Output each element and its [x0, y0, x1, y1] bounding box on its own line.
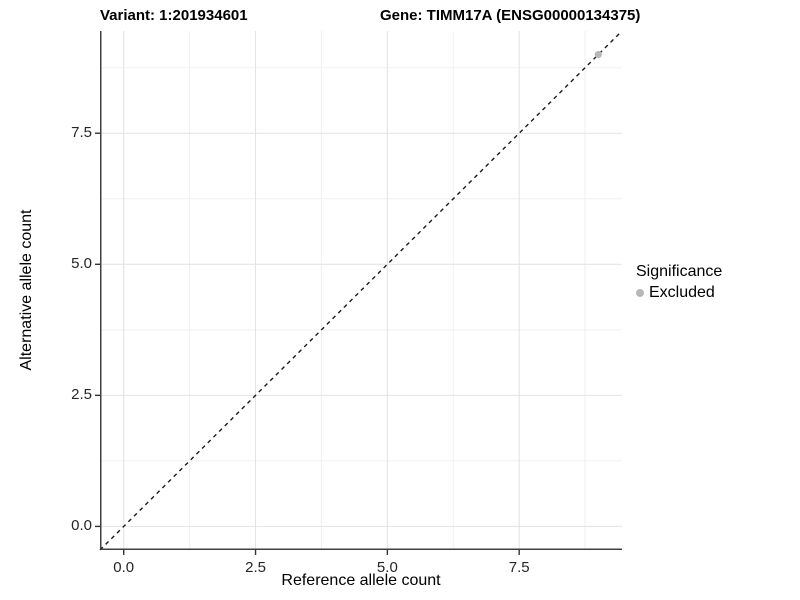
y-tick-label: 7.5 [71, 124, 92, 142]
y-tick-label: 5.0 [71, 255, 92, 273]
identity-reference-line [99, 31, 622, 551]
x-tick-label: 5.0 [376, 559, 398, 576]
x-axis-title: Reference allele count [281, 572, 441, 589]
y-axis-title: Alternative allele count [18, 209, 35, 371]
x-tick-label: 7.5 [508, 559, 530, 576]
legend-point-swatch-icon [636, 289, 644, 297]
legend: Significance Excluded [636, 263, 722, 302]
x-tick-label: 2.5 [245, 559, 266, 576]
legend-item-excluded: Excluded [636, 284, 722, 302]
gene-title: Gene: TIMM17A (ENSG00000134375) [380, 7, 641, 24]
y-tick-label: 2.5 [71, 386, 92, 404]
legend-item-label: Excluded [649, 284, 715, 301]
plot-panel [95, 31, 622, 555]
legend-title: Significance [636, 263, 723, 280]
y-tick-label: 0.0 [71, 517, 92, 535]
variant-title: Variant: 1:201934601 [100, 7, 248, 24]
x-tick-label: 0.0 [113, 559, 135, 576]
data-point-excluded [594, 50, 602, 59]
